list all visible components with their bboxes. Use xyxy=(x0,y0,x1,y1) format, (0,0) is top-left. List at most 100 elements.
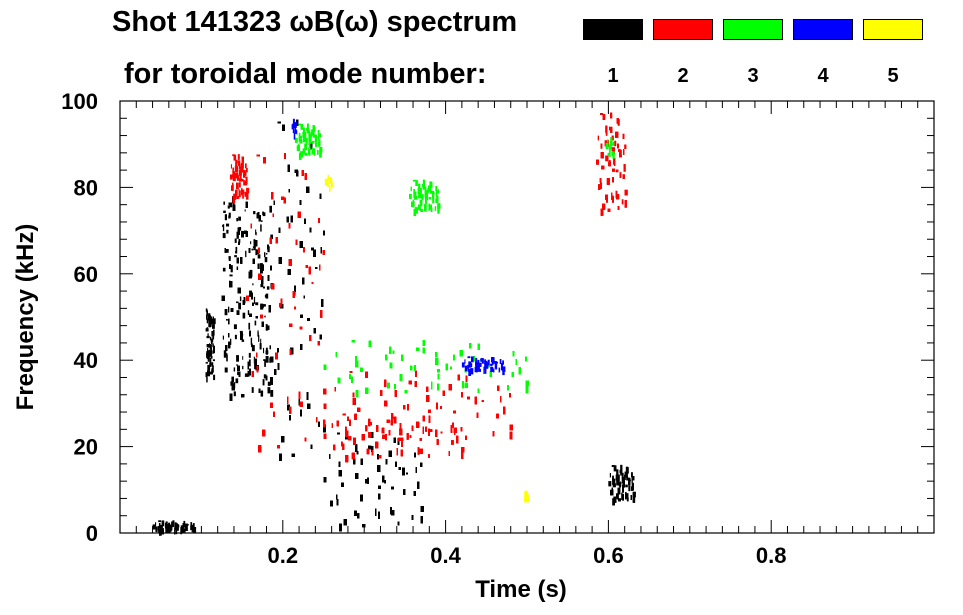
spectral-mark xyxy=(382,475,385,483)
spectral-mark xyxy=(336,499,339,506)
spectral-mark xyxy=(236,231,239,239)
spectral-mark xyxy=(264,315,266,318)
spectral-mark xyxy=(277,121,281,124)
spectral-mark xyxy=(206,310,208,315)
spectral-mark xyxy=(221,295,225,301)
spectral-mark xyxy=(227,205,230,209)
spectral-mark xyxy=(237,365,240,371)
spectral-mark xyxy=(303,295,305,299)
spectral-mark xyxy=(341,482,344,487)
spectral-mark xyxy=(251,292,253,300)
spectral-mark xyxy=(256,213,259,219)
spectral-mark xyxy=(230,265,233,273)
spectral-mark xyxy=(242,312,246,319)
spectral-mark xyxy=(378,511,380,519)
spectral-mark xyxy=(415,467,417,473)
spectral-mark xyxy=(258,215,261,222)
spectral-mark xyxy=(266,325,270,330)
spectral-mark xyxy=(250,337,253,345)
spectral-mark xyxy=(239,330,243,333)
spectral-mark xyxy=(247,370,250,377)
spectral-mark xyxy=(263,374,267,379)
spectral-mark xyxy=(354,510,357,516)
spectral-mark xyxy=(413,491,416,496)
spectral-mark xyxy=(278,227,281,233)
spectral-mark xyxy=(205,362,208,364)
spectral-mark xyxy=(294,285,296,292)
spectral-mark xyxy=(291,453,295,457)
legend-swatch-mode-3 xyxy=(723,19,783,40)
spectral-mark xyxy=(377,465,381,472)
spectral-mark xyxy=(403,489,406,495)
spectral-mark xyxy=(233,324,237,330)
spectral-mark xyxy=(338,461,341,467)
spectral-mark xyxy=(212,335,215,340)
spectral-mark xyxy=(263,347,265,354)
feature-mode-1 xyxy=(608,464,636,506)
spectral-mark xyxy=(259,263,263,269)
spectral-mark xyxy=(330,500,333,507)
spectral-mark xyxy=(261,264,264,271)
spectral-mark xyxy=(210,338,214,343)
legend-swatch-mode-5 xyxy=(863,19,923,40)
spectral-mark xyxy=(210,350,212,358)
spectral-mark xyxy=(212,345,215,348)
spectral-mark xyxy=(228,256,231,259)
spectral-mark xyxy=(255,232,257,236)
spectral-mark xyxy=(384,480,386,484)
spectral-mark xyxy=(264,257,268,263)
spectral-mark xyxy=(262,379,265,386)
spectral-mark xyxy=(321,299,324,307)
spectral-mark xyxy=(253,296,256,304)
spectral-mark xyxy=(239,296,242,302)
spectral-mark xyxy=(228,202,232,205)
spectral-mark xyxy=(222,335,224,340)
spectral-mark xyxy=(212,365,214,373)
spectral-mark xyxy=(336,494,338,500)
spectral-mark xyxy=(231,376,234,383)
spectral-mark xyxy=(206,335,210,339)
spectral-mark xyxy=(234,238,237,243)
spectral-mark xyxy=(367,477,369,484)
spectral-mark xyxy=(235,251,237,254)
spectral-mark xyxy=(229,393,233,401)
spectral-mark xyxy=(318,421,320,427)
spectral-mark xyxy=(222,267,226,272)
spectral-mark xyxy=(270,377,273,385)
spectral-mark xyxy=(253,211,256,215)
spectral-mark xyxy=(265,347,268,355)
spectral-mark xyxy=(231,383,235,391)
spectral-mark xyxy=(267,387,271,394)
spectral-mark xyxy=(249,330,251,337)
spectral-mark xyxy=(300,344,303,350)
spectral-mark xyxy=(205,372,208,378)
spectral-mark xyxy=(287,164,290,172)
spectral-mark xyxy=(240,257,243,264)
spectral-mark xyxy=(245,250,247,258)
spectral-mark xyxy=(226,223,230,227)
spectral-mark xyxy=(209,316,213,322)
spectral-mark xyxy=(261,220,263,222)
spectral-mark xyxy=(248,322,251,330)
spectral-mark xyxy=(228,318,230,325)
spectral-mark xyxy=(254,240,258,247)
spectral-mark xyxy=(313,328,316,334)
spectral-mark xyxy=(365,479,368,484)
spectral-mark xyxy=(323,477,327,483)
feature-mode-1 xyxy=(270,119,327,461)
spectral-mark xyxy=(257,254,261,259)
legend-label-mode-3: 3 xyxy=(747,65,759,87)
spectral-mark xyxy=(313,249,316,257)
spectral-mark xyxy=(263,359,266,361)
spectral-mark xyxy=(388,450,392,457)
spectral-mark xyxy=(256,249,260,254)
chart-title-line1: Shot 141323 ωB(ω) spectrum xyxy=(112,6,518,38)
spectral-mark xyxy=(208,344,210,348)
spectral-mark xyxy=(254,320,257,326)
spectral-mark xyxy=(228,306,230,313)
spectral-mark xyxy=(207,314,210,321)
spectral-mark xyxy=(208,349,211,353)
spectral-mark xyxy=(236,355,239,362)
spectral-mark xyxy=(255,249,258,256)
spectral-mark xyxy=(368,445,372,450)
